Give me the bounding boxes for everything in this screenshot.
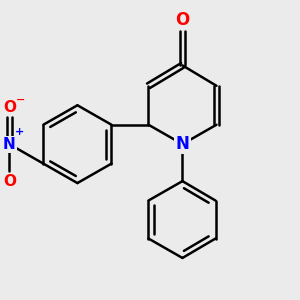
Text: −: − <box>16 94 26 104</box>
Text: +: + <box>14 128 24 137</box>
Text: N: N <box>3 137 16 152</box>
Text: O: O <box>3 100 16 115</box>
Text: N: N <box>176 135 189 153</box>
Text: O: O <box>175 11 190 29</box>
Text: O: O <box>3 174 16 189</box>
